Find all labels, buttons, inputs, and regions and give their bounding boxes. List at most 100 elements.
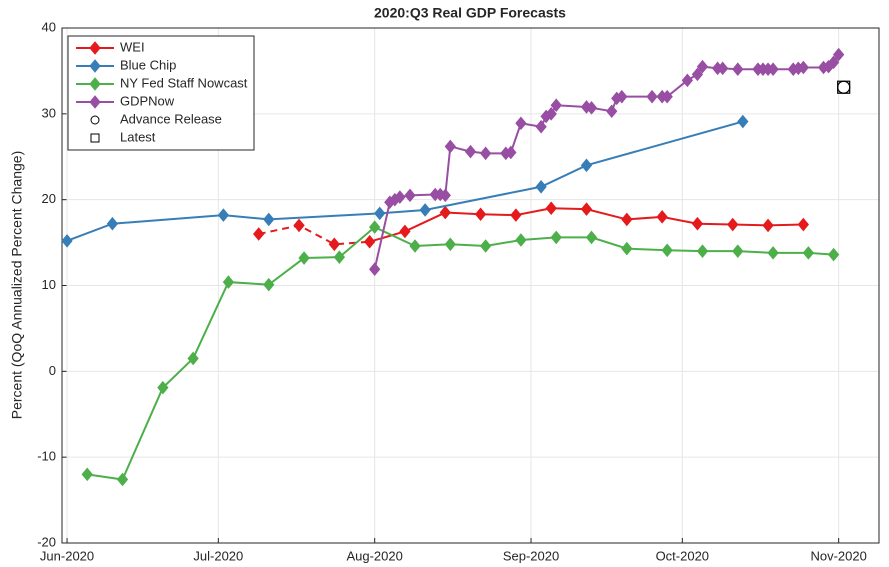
marker	[369, 262, 381, 276]
marker	[696, 59, 709, 74]
legend-marker	[89, 95, 101, 109]
marker	[767, 246, 779, 260]
marker	[369, 220, 381, 234]
marker	[802, 246, 815, 260]
legend-label: Advance Release	[120, 111, 222, 126]
legend-marker	[89, 77, 101, 91]
marker	[81, 467, 93, 482]
y-tick-label: 40	[42, 19, 56, 34]
marker	[691, 67, 704, 82]
x-tick-label: Jun-2020	[40, 548, 94, 563]
legend-marker	[89, 59, 101, 73]
marker	[681, 73, 694, 88]
marker	[106, 216, 119, 231]
marker	[263, 277, 275, 292]
marker	[833, 47, 845, 62]
marker	[444, 237, 456, 252]
marker	[61, 234, 73, 248]
marker	[550, 230, 562, 245]
marker	[797, 60, 810, 75]
marker	[762, 218, 774, 233]
series-line	[87, 225, 834, 481]
marker	[535, 180, 547, 194]
x-tick-label: Sep-2020	[503, 548, 559, 563]
marker	[404, 188, 416, 203]
marker	[797, 217, 810, 232]
marker	[616, 89, 628, 104]
marker	[737, 114, 749, 129]
legend-label: NY Fed Staff Nowcast	[120, 75, 248, 90]
legend-box	[67, 35, 255, 151]
marker	[419, 203, 431, 217]
marker	[374, 206, 386, 221]
marker	[732, 62, 744, 76]
marker	[717, 61, 729, 76]
x-tick-label: Oct-2020	[656, 548, 709, 563]
x-tick-label: Nov-2020	[810, 548, 866, 563]
marker	[606, 104, 618, 119]
marker	[535, 119, 547, 134]
marker	[767, 62, 779, 76]
legend-label: WEI	[120, 39, 145, 54]
series-line	[258, 224, 370, 246]
marker	[217, 208, 230, 222]
marker	[827, 55, 840, 70]
marker	[621, 212, 633, 227]
marker	[646, 89, 658, 104]
legend-marker	[90, 133, 100, 143]
marker	[293, 218, 305, 233]
marker	[732, 244, 744, 258]
y-tick-label: 30	[42, 105, 56, 120]
marker	[621, 241, 633, 256]
y-tick-label: 0	[49, 363, 56, 378]
legend-label: Blue Chip	[120, 57, 176, 72]
marker	[545, 201, 557, 216]
marker	[157, 380, 169, 395]
marker	[222, 275, 235, 289]
marker	[550, 98, 562, 113]
legend-label: Latest	[120, 129, 156, 144]
x-tick-label: Jul-2020	[193, 548, 243, 563]
x-tick-label: Aug-2020	[346, 548, 402, 563]
marker	[515, 116, 527, 131]
marker	[439, 188, 451, 203]
marker	[333, 250, 346, 264]
marker	[116, 472, 129, 487]
plot-frame	[61, 27, 880, 544]
y-tick-label: -20	[37, 534, 56, 549]
marker	[661, 89, 673, 104]
legend-marker	[90, 115, 100, 125]
marker	[696, 244, 709, 258]
marker	[439, 205, 451, 220]
marker	[585, 230, 598, 245]
marker	[827, 247, 840, 262]
marker	[187, 351, 199, 366]
marker	[328, 237, 340, 252]
chart-title: 2020:Q3 Real GDP Forecasts	[374, 5, 566, 21]
marker	[298, 251, 310, 265]
marker	[837, 80, 851, 94]
marker	[691, 216, 704, 231]
marker	[661, 243, 673, 258]
marker	[505, 145, 517, 160]
y-tick-label: 10	[42, 277, 56, 292]
marker	[253, 227, 265, 241]
marker	[464, 144, 477, 159]
marker	[263, 212, 275, 227]
legend-marker	[89, 41, 101, 55]
marker	[515, 233, 527, 247]
marker	[656, 210, 668, 224]
marker	[510, 208, 522, 222]
marker	[580, 202, 593, 216]
marker	[580, 158, 593, 173]
marker	[545, 107, 557, 121]
legend-label: GDPNow	[120, 93, 175, 108]
marker	[474, 207, 487, 222]
marker	[409, 239, 421, 253]
marker	[444, 139, 456, 154]
y-tick-label: 20	[42, 191, 56, 206]
y-axis-label: Percent (QoQ Annualized Percent Change)	[9, 151, 25, 420]
marker	[399, 224, 411, 239]
